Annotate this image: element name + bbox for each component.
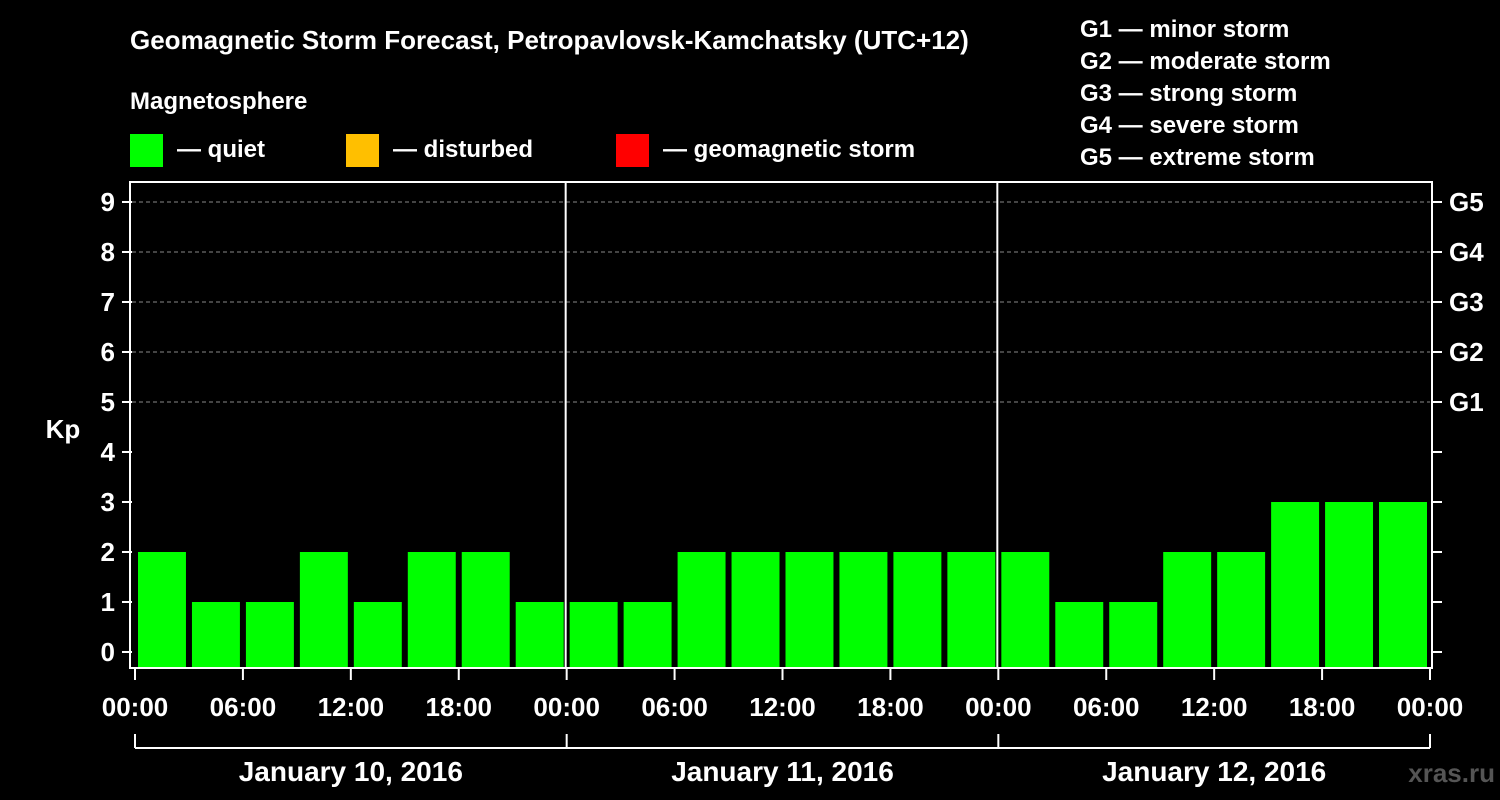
kp-bar [569, 602, 618, 668]
kp-bar [515, 602, 564, 668]
kp-bar [839, 552, 888, 668]
legend-swatch [130, 134, 163, 167]
x-tick-label: 06:00 [641, 692, 708, 722]
y-tick-label: 4 [101, 437, 116, 467]
kp-bar [1055, 602, 1104, 668]
legend-swatch [616, 134, 649, 167]
y-tick-label: 6 [101, 337, 115, 367]
x-tick-label: 18:00 [426, 692, 493, 722]
kp-bar [677, 552, 726, 668]
storm-scale-item: G4 — severe storm [1080, 112, 1299, 139]
kp-bar [785, 552, 834, 668]
kp-bar [461, 552, 510, 668]
storm-scale-item: G5 — extreme storm [1080, 144, 1315, 171]
x-axis: 00:00 06:00 12:00 18:00 00:00 06:00 12:00 18:00… [102, 668, 1464, 722]
storm-scale-key: G1 — minor storm G2 — moderate storm G3 — … [1080, 16, 1331, 171]
x-tick-label: 00:00 [102, 692, 169, 722]
kp-bar [1325, 502, 1374, 668]
kp-bar [245, 602, 294, 668]
x-tick-label: 12:00 [318, 692, 385, 722]
kp-bar [1217, 552, 1266, 668]
kp-bar [407, 552, 456, 668]
kp-bar [947, 552, 996, 668]
kp-bar [623, 602, 672, 668]
legend-swatch [346, 134, 379, 167]
grid-lines [132, 201, 1430, 403]
g-scale-label: G1 [1449, 387, 1484, 417]
kp-bar [1109, 602, 1158, 668]
day-separators [564, 182, 999, 668]
x-tick-label: 12:00 [749, 692, 816, 722]
day-label: January 11, 2016 [671, 756, 894, 787]
g-scale-label: G4 [1449, 237, 1484, 267]
g-scale-label: G3 [1449, 287, 1484, 317]
y-axis: 0 1 2 3 4 5 6 7 8 9 [101, 187, 132, 667]
watermark: xras.ru [1408, 758, 1495, 788]
legend-label: — geomagnetic storm [663, 136, 915, 163]
y-tick-label: 2 [101, 537, 115, 567]
kp-bar [1271, 502, 1320, 668]
y-tick-label: 1 [101, 587, 115, 617]
legend-title: Magnetosphere [130, 88, 307, 115]
storm-scale-item: G2 — moderate storm [1080, 48, 1331, 75]
kp-bar [1001, 552, 1050, 668]
y-tick-label: 3 [101, 487, 115, 517]
kp-bar [1379, 502, 1427, 668]
y-tick-label: 9 [101, 187, 115, 217]
kp-bar [1163, 552, 1212, 668]
storm-scale-item: G3 — strong storm [1080, 80, 1297, 107]
x-tick-label: 00:00 [965, 692, 1032, 722]
y-tick-label: 7 [101, 287, 115, 317]
kp-bar [299, 552, 348, 668]
legend-label: — disturbed [393, 136, 533, 163]
x-tick-label: 06:00 [210, 692, 277, 722]
bars [138, 502, 1427, 668]
x-tick-label: 12:00 [1181, 692, 1248, 722]
y-axis-label: Kp [46, 414, 81, 444]
x-tick-label: 00:00 [533, 692, 600, 722]
x-tick-label: 18:00 [857, 692, 924, 722]
day-label: January 10, 2016 [239, 756, 463, 787]
plot-frame [129, 181, 1433, 669]
storm-scale-item: G1 — minor storm [1080, 16, 1289, 43]
g-scale-label: G2 [1449, 337, 1484, 367]
legend-label: — quiet [177, 136, 265, 163]
y-tick-label: 0 [101, 637, 115, 667]
y-tick-label: 8 [101, 237, 115, 267]
y-tick-label: 5 [101, 387, 115, 417]
g-scale-axis: G1 G2 G3 G4 G5 [1432, 187, 1484, 653]
chart-title: Geomagnetic Storm Forecast, Petropavlovs… [130, 25, 969, 55]
kp-bar [731, 552, 780, 668]
kp-bar [893, 552, 942, 668]
x-tick-label: 18:00 [1289, 692, 1356, 722]
legend: — quiet — disturbed — geomagnetic storm [130, 134, 915, 167]
kp-bar [138, 552, 186, 668]
day-brackets: January 10, 2016 January 11, 2016 January … [134, 734, 1431, 787]
day-label: January 12, 2016 [1102, 756, 1326, 787]
kp-bar [191, 602, 240, 668]
x-tick-label: 00:00 [1397, 692, 1464, 722]
x-tick-label: 06:00 [1073, 692, 1140, 722]
g-scale-label: G5 [1449, 187, 1484, 217]
kp-bar [353, 602, 402, 668]
